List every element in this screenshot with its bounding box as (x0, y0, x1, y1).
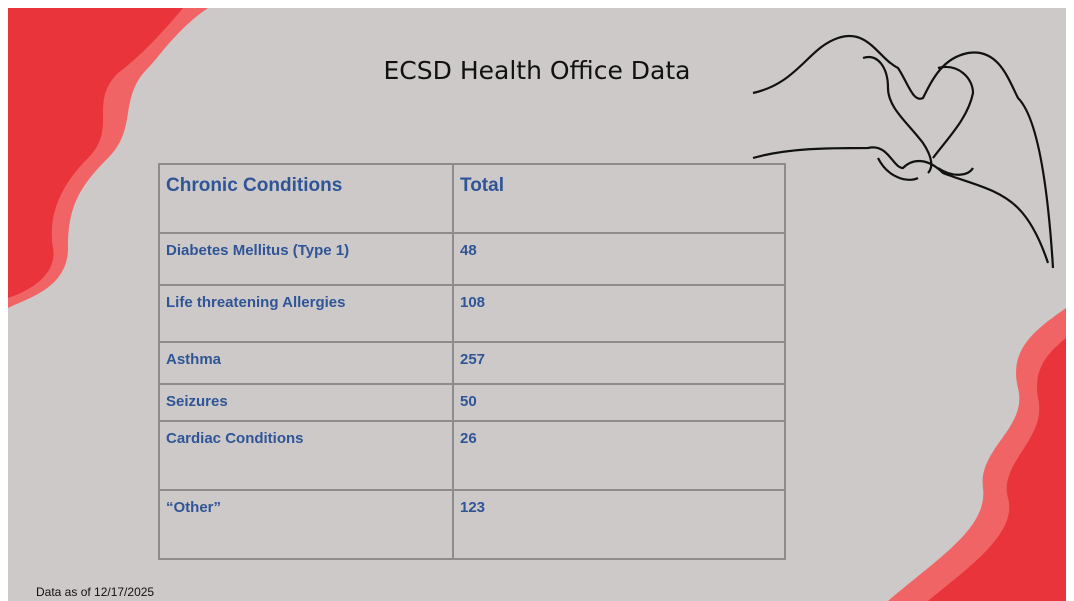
table-row: Diabetes Mellitus (Type 1)48 (159, 233, 785, 285)
table-row: “Other”123 (159, 490, 785, 559)
total-cell: 26 (453, 421, 785, 490)
total-cell: 108 (453, 285, 785, 342)
title: ECSD Health Office Data (8, 56, 1066, 85)
footnote: Data as of 12/17/2025 (36, 585, 154, 599)
page: ECSD Health Office Data Chronic Conditio… (0, 0, 1074, 601)
header-cell: Chronic Conditions (159, 164, 453, 233)
condition-cell: Seizures (159, 384, 453, 421)
total-cell: 257 (453, 342, 785, 384)
data-table: Chronic Conditions Total Diabetes Mellit… (158, 163, 786, 560)
header-row: Chronic Conditions Total (159, 164, 785, 233)
slide: ECSD Health Office Data Chronic Conditio… (8, 8, 1066, 601)
total-cell: 123 (453, 490, 785, 559)
header-cell: Total (453, 164, 785, 233)
total-cell: 50 (453, 384, 785, 421)
condition-cell: “Other” (159, 490, 453, 559)
condition-cell: Life threatening Allergies (159, 285, 453, 342)
condition-cell: Cardiac Conditions (159, 421, 453, 490)
condition-cell: Diabetes Mellitus (Type 1) (159, 233, 453, 285)
condition-cell: Asthma (159, 342, 453, 384)
total-cell: 48 (453, 233, 785, 285)
